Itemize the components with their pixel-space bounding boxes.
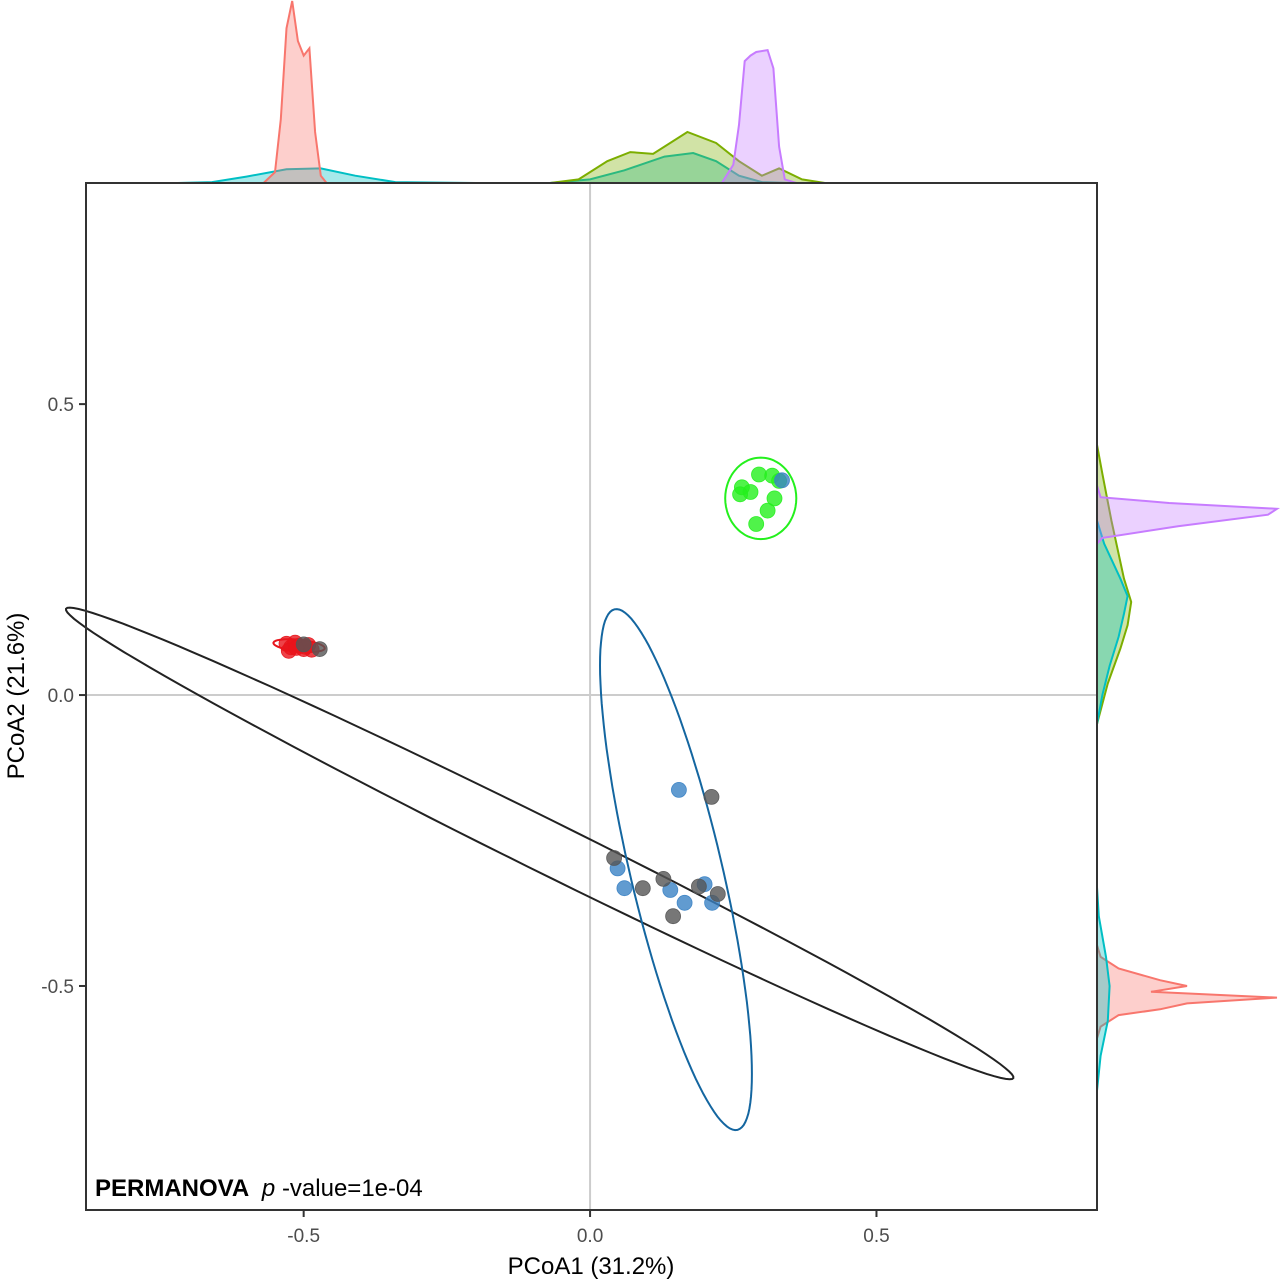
- point-blue-7: [774, 472, 790, 489]
- ellipse-green: [724, 456, 798, 541]
- top-density-curve-3: [719, 48, 797, 184]
- x-axis-label: PCoA1 (31.2%): [508, 1253, 675, 1280]
- right-density-curve-4: [1096, 485, 1280, 547]
- top-density-curve-1: [549, 130, 826, 184]
- point-black-1: [311, 641, 328, 657]
- point-blue-2: [616, 880, 633, 897]
- p-letter: p: [261, 1175, 275, 1202]
- point-green-4: [732, 486, 748, 503]
- x-tick-label: 0.0: [577, 1226, 603, 1247]
- p-value-text: -value=1e-04: [282, 1175, 423, 1202]
- y-tick-label: 0.5: [48, 395, 74, 416]
- top-marginal-density: [86, 0, 1097, 184]
- point-black-8: [703, 789, 720, 805]
- ellipse-ellipse_blue: [598, 608, 753, 1132]
- point-black-2: [606, 850, 622, 866]
- point-black-0: [295, 636, 312, 653]
- point-black-3: [634, 880, 651, 897]
- panel-border: [85, 182, 1098, 1211]
- y-tick-label: 0.0: [48, 686, 74, 707]
- scatter-points: [278, 466, 790, 925]
- point-blue-0: [671, 782, 687, 798]
- top-density-curve-2: [261, 0, 329, 184]
- permanova-label: PERMANOVA: [95, 1175, 249, 1202]
- ellipse-ellipse_black: [64, 606, 1015, 1081]
- point-green-6: [766, 490, 783, 507]
- point-black-4: [655, 871, 672, 887]
- plot-panel: [86, 183, 1097, 1210]
- x-tick-label: -0.5: [287, 1226, 320, 1247]
- permanova-annotation: PERMANOVA p -value=1e-04: [95, 1175, 423, 1202]
- point-black-6: [691, 878, 707, 895]
- right-density-curve-3: [1096, 520, 1129, 725]
- y-tick-label: -0.5: [41, 977, 74, 998]
- point-blue-4: [676, 894, 693, 911]
- x-axis: -0.5 0.0 0.5: [287, 1210, 890, 1247]
- y-axis-label: PCoA2 (21.6%): [3, 613, 30, 780]
- point-green-8: [748, 516, 765, 532]
- y-axis: -0.5 0.0 0.5: [41, 395, 86, 998]
- point-black-5: [665, 908, 681, 925]
- right-density-curve-0: [1096, 944, 1278, 1039]
- point-green-7: [759, 502, 776, 519]
- point-black-7: [709, 886, 726, 902]
- point-green-0: [751, 466, 767, 483]
- x-tick-label: 0.5: [863, 1226, 889, 1247]
